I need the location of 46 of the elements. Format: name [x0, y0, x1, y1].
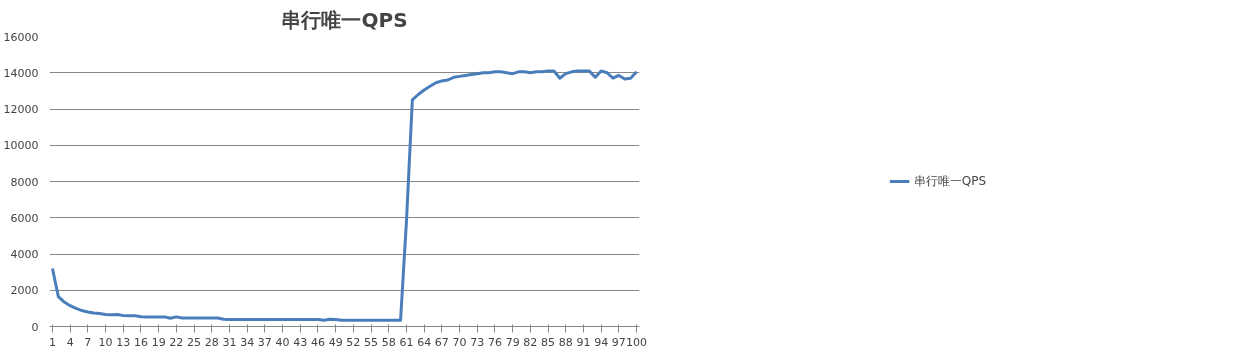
x-tick-label: 67 [434, 335, 449, 348]
x-tick-label: 64 [417, 335, 432, 348]
x-tick-label: 34 [240, 335, 255, 348]
x-tick-label: 55 [364, 335, 379, 348]
x-tick-label: 85 [541, 335, 556, 348]
y-tick-label: 14000 [3, 66, 39, 80]
x-tick-label: 7 [84, 335, 92, 348]
x-tick-label: 16 [133, 335, 148, 348]
x-tick-label: 37 [257, 335, 272, 348]
x-tick-label: 58 [381, 335, 396, 348]
chart-title: 串行唯一QPS [281, 7, 408, 32]
x-tick-label: 22 [169, 335, 184, 348]
x-tick-label: 19 [151, 335, 166, 348]
x-tick-label: 1 [48, 335, 56, 348]
x-tick-label: 73 [470, 335, 485, 348]
line-series [50, 69, 639, 322]
y-tick-label: 8000 [10, 175, 39, 189]
x-tick-label: 61 [399, 335, 414, 348]
y-tick-label: 4000 [10, 248, 39, 261]
y-tick-label: 0 [31, 320, 39, 334]
y-tick-label: 6000 [10, 211, 39, 225]
x-tick-label: 97 [611, 335, 626, 348]
x-tick-label: 28 [204, 335, 219, 348]
x-tick-label: 31 [222, 335, 237, 348]
x-tick-label: 46 [310, 335, 325, 348]
x-tick-label: 94 [594, 335, 609, 348]
x-tick-label: 76 [487, 335, 502, 348]
x-tick-label: 25 [187, 335, 202, 348]
x-tick-label: 40 [275, 335, 290, 348]
y-tick-label: 16000 [3, 30, 39, 44]
legend-label: 串行唯一QPS [913, 172, 987, 190]
y-tick-label: 10000 [3, 139, 39, 153]
y-tick-label: 2000 [10, 284, 39, 298]
x-tick-label: 4 [66, 335, 74, 348]
x-tick-label: 100 [626, 335, 648, 348]
x-tick-label: 82 [523, 335, 538, 348]
x-tick-label: 10 [98, 335, 113, 348]
x-tick-label: 13 [116, 335, 131, 348]
y-tick-label: 12000 [3, 103, 39, 116]
x-tick-label: 52 [346, 335, 361, 348]
x-tick-label: 88 [558, 335, 573, 348]
x-tick-label: 49 [328, 335, 343, 348]
x-tick-label: 70 [452, 335, 467, 348]
x-tick-label: 79 [505, 335, 520, 348]
x-tick-label: 91 [576, 335, 591, 348]
x-tick-label: 43 [293, 335, 308, 348]
